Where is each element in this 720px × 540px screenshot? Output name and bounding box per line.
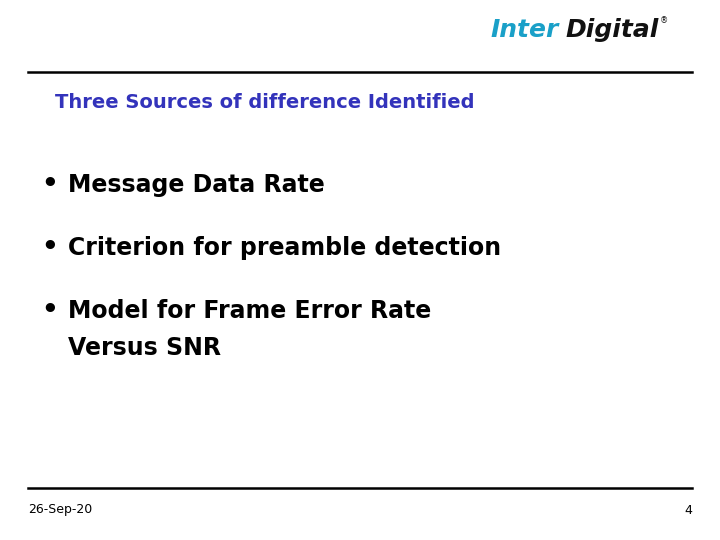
Text: Digital: Digital bbox=[565, 18, 658, 42]
Text: Message Data Rate: Message Data Rate bbox=[68, 173, 325, 197]
Text: 4: 4 bbox=[684, 503, 692, 516]
Text: •: • bbox=[42, 235, 58, 261]
Text: •: • bbox=[42, 298, 58, 324]
Text: Three Sources of difference Identified: Three Sources of difference Identified bbox=[55, 92, 474, 111]
Text: •: • bbox=[42, 172, 58, 198]
Text: Inter: Inter bbox=[490, 18, 559, 42]
Text: Criterion for preamble detection: Criterion for preamble detection bbox=[68, 236, 501, 260]
Text: Model for Frame Error Rate: Model for Frame Error Rate bbox=[68, 299, 431, 323]
Text: ®: ® bbox=[660, 17, 668, 25]
Text: Versus SNR: Versus SNR bbox=[68, 336, 221, 360]
Text: 26-Sep-20: 26-Sep-20 bbox=[28, 503, 92, 516]
